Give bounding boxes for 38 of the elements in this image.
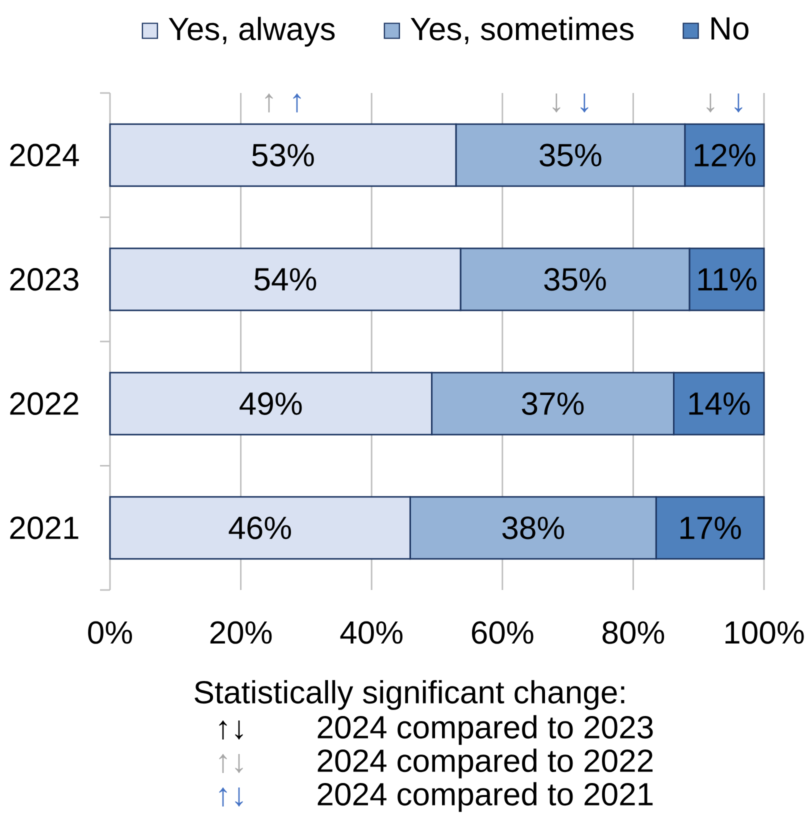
- annotation: ↓: [734, 93, 742, 112]
- y-tick-label: 2021: [10, 516, 78, 540]
- data-label: 35%: [544, 268, 606, 291]
- data-label: 11%: [698, 268, 756, 291]
- legend-label: Yes, always: [168, 16, 335, 47]
- data-label: 14%: [689, 392, 750, 415]
- x-tick-label: 60%: [472, 621, 534, 644]
- text: ↑↓: [219, 788, 243, 806]
- annotation: ↓: [580, 93, 588, 112]
- y-tick-label: 2022: [10, 392, 78, 415]
- data-label: 53%: [252, 144, 314, 166]
- text: 2024 compared to 2023: [318, 715, 653, 745]
- text: ↑↓: [219, 754, 243, 773]
- text: Statistically significant change:: [194, 680, 624, 710]
- data-label: 35%: [540, 144, 602, 166]
- data-label: 49%: [240, 392, 302, 415]
- annotation: ↑: [265, 93, 273, 112]
- y-tick-label: 2023: [10, 268, 78, 291]
- data-label: 54%: [254, 268, 316, 291]
- data-label: 46%: [228, 516, 291, 540]
- data-label: 38%: [502, 516, 564, 540]
- x-tick-label: 20%: [210, 621, 272, 644]
- text: 2024 compared to 2022: [318, 748, 653, 778]
- data-label: 17%: [680, 516, 741, 540]
- annotation: ↑: [293, 93, 301, 112]
- x-tick-label: 80%: [602, 621, 664, 644]
- x-tick-label: 40%: [340, 621, 402, 644]
- y-tick-label: 2024: [10, 144, 79, 166]
- annotation: ↓: [552, 93, 560, 112]
- text: ↑↓: [219, 720, 243, 740]
- text: 2024 compared to 2021: [318, 782, 653, 812]
- x-tick-label: 0%: [88, 621, 132, 644]
- annotation: ↓: [706, 93, 714, 112]
- data-label: 12%: [694, 144, 756, 166]
- legend-label: No: [712, 17, 748, 40]
- x-tick-label: 100%: [726, 621, 804, 644]
- legend-label: Yes, sometimes: [410, 16, 634, 44]
- data-label: 37%: [522, 392, 584, 415]
